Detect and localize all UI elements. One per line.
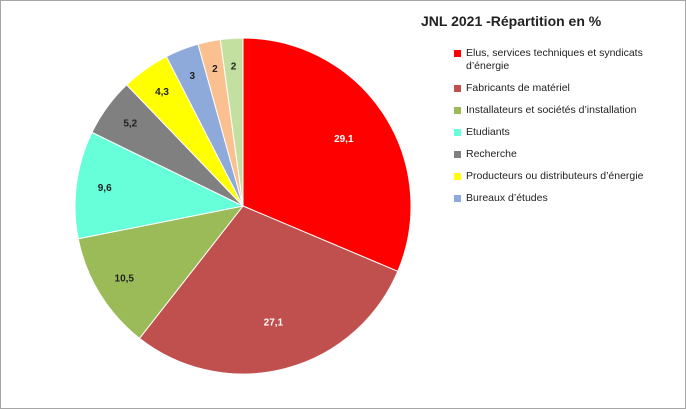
legend-swatch bbox=[454, 50, 461, 57]
data-label: 27,1 bbox=[264, 318, 284, 329]
legend-label: Etudiants bbox=[466, 126, 510, 138]
legend-item: Etudiants bbox=[454, 126, 664, 139]
legend-label: Fabricants de matériel bbox=[466, 82, 570, 94]
legend-swatch bbox=[454, 195, 461, 202]
legend-swatch bbox=[454, 151, 461, 158]
data-label: 10,5 bbox=[115, 274, 135, 285]
data-label: 9,6 bbox=[98, 183, 112, 194]
pie-slice bbox=[138, 205, 399, 375]
legend-label: Elus, services techniques et syndicats d… bbox=[466, 47, 643, 72]
data-label: 5,2 bbox=[123, 119, 137, 130]
data-label: 2 bbox=[212, 64, 218, 75]
data-label: 4,3 bbox=[155, 87, 169, 98]
pie-slice bbox=[74, 131, 245, 240]
data-label: 2 bbox=[231, 62, 237, 73]
legend-swatch bbox=[454, 173, 461, 180]
data-label: 3 bbox=[189, 71, 195, 82]
legend-item: Elus, services techniques et syndicats d… bbox=[454, 47, 664, 73]
chart-title: JNL 2021 -Répartition en % bbox=[421, 13, 602, 29]
legend-item: Fabricants de matériel bbox=[454, 82, 664, 95]
legend-label: Recherche bbox=[466, 148, 517, 160]
legend-label: Installateurs et sociétés d’installation bbox=[466, 104, 637, 116]
legend-item: Bureaux d’études bbox=[454, 192, 664, 205]
pie-slice bbox=[219, 37, 244, 207]
legend: Elus, services techniques et syndicats d… bbox=[454, 47, 664, 214]
pie-slice bbox=[242, 37, 412, 272]
legend-label: Producteurs ou distributeurs d’énergie bbox=[466, 170, 644, 182]
legend-item: Installateurs et sociétés d’installation bbox=[454, 104, 664, 117]
legend-swatch bbox=[454, 129, 461, 136]
legend-item: Producteurs ou distributeurs d’énergie bbox=[454, 170, 664, 183]
legend-item: Recherche bbox=[454, 148, 664, 161]
legend-swatch bbox=[454, 85, 461, 92]
legend-label: Bureaux d’études bbox=[466, 192, 548, 204]
data-label: 29,1 bbox=[334, 134, 354, 145]
pie-slice bbox=[77, 205, 245, 340]
legend-swatch bbox=[454, 107, 461, 114]
